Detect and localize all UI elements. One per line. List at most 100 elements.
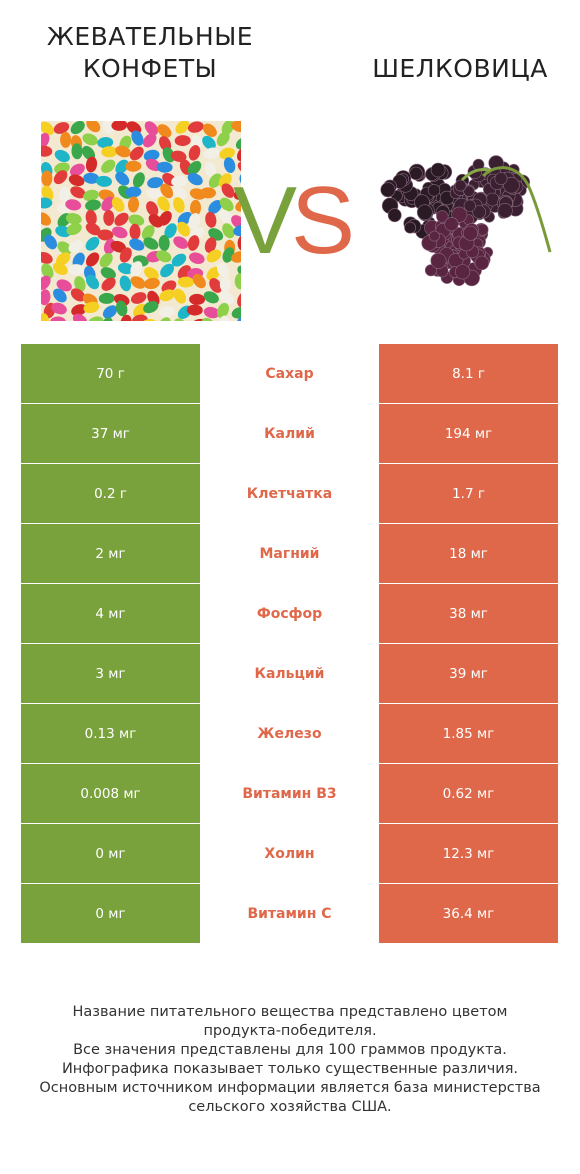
jelly-bean [174, 135, 191, 147]
jelly-bean [188, 145, 201, 161]
jelly-bean [218, 315, 230, 321]
table-row: 0.13 мг Железо 1.85 мг [21, 704, 558, 763]
left-value: 3 мг [21, 644, 200, 703]
jelly-bean [144, 267, 159, 280]
jelly-bean [231, 121, 241, 133]
jelly-bean [44, 234, 57, 250]
jelly-bean [171, 175, 188, 187]
jelly-bean [53, 170, 68, 185]
jelly-bean [120, 314, 132, 321]
jelly-bean [85, 236, 100, 251]
jelly-bean [221, 121, 234, 135]
footnote-line: сельского хозяйства США. [188, 1099, 392, 1115]
jelly-bean [41, 197, 53, 209]
jelly-bean [110, 240, 127, 253]
jelly-bean [208, 173, 222, 188]
jelly-bean [41, 170, 53, 187]
jelly-bean [112, 226, 128, 239]
jelly-bean [147, 177, 164, 189]
jelly-bean [111, 197, 125, 212]
mulberry-drupelet [436, 210, 449, 223]
jelly-bean [131, 130, 144, 146]
jelly-bean [131, 314, 148, 321]
jelly-bean [157, 124, 172, 138]
table-row: 0.2 г Клетчатка 1.7 г [21, 464, 558, 523]
jelly-bean [103, 209, 115, 226]
left-title-line-1: ЖЕВАТЕЛЬНЫЕ [46, 22, 254, 51]
jelly-bean [72, 313, 88, 321]
jelly-bean [72, 252, 85, 268]
jelly-bean [204, 237, 217, 253]
jelly-bean [219, 276, 231, 293]
jelly-bean [119, 275, 132, 292]
mulberry-drupelet [503, 176, 520, 194]
jelly-bean [233, 188, 241, 200]
jelly-bean [188, 212, 201, 229]
jelly-bean [160, 183, 174, 199]
jelly-bean [55, 252, 71, 266]
jelly-bean [52, 262, 68, 276]
nutrient-name: Клетчатка [200, 464, 379, 523]
mulberry-drupelet [472, 205, 486, 219]
jelly-bean [66, 223, 82, 236]
nutrient-name: Магний [200, 524, 379, 583]
jelly-bean [158, 306, 175, 318]
jelly-bean [85, 222, 101, 236]
jelly-bean [173, 197, 185, 213]
jelly-bean [173, 236, 189, 249]
jelly-bean [170, 150, 187, 162]
jelly-bean [41, 145, 53, 157]
jelly-bean [65, 199, 82, 211]
jelly-bean [102, 305, 118, 319]
jelly-bean [119, 247, 132, 263]
jelly-bean [41, 289, 51, 306]
jelly-bean [159, 210, 172, 226]
jelly-bean [125, 160, 142, 172]
jelly-bean [173, 288, 187, 304]
jelly-bean [116, 300, 128, 317]
jelly-bean [85, 209, 97, 226]
jelly-bean [83, 301, 100, 314]
jelly-bean [159, 289, 175, 302]
jelly-bean [68, 239, 84, 253]
mulberry-drupelet [430, 252, 447, 269]
jelly-bean [128, 214, 145, 226]
left-value: 0.13 мг [21, 704, 200, 763]
jelly-bean [175, 121, 190, 134]
mulberry-drupelet [404, 221, 416, 234]
jelly-bean [234, 273, 241, 290]
right-value: 12.3 мг [379, 824, 558, 883]
mulberry-drupelet [454, 179, 467, 192]
jelly-bean [41, 263, 54, 279]
jelly-bean [206, 249, 222, 263]
jelly-bean [53, 288, 67, 303]
jelly-bean [85, 156, 98, 173]
jelly-bean [132, 172, 145, 188]
jelly-bean [143, 301, 159, 314]
jelly-bean [189, 293, 206, 305]
table-row: 2 мг Магний 18 мг [21, 524, 558, 583]
jelly-bean [171, 253, 187, 267]
footnote-line: Название питательного вещества представл… [72, 1004, 508, 1020]
jelly-bean [161, 280, 177, 293]
jelly-bean [115, 145, 131, 158]
jelly-bean [129, 238, 145, 251]
mulberry-drupelet [409, 166, 423, 181]
jelly-bean [221, 183, 235, 198]
jelly-bean [203, 147, 220, 160]
jelly-bean [223, 157, 236, 173]
jelly-bean [231, 307, 241, 319]
jelly-bean [160, 263, 175, 278]
left-value: 2 мг [21, 524, 200, 583]
jelly-bean [97, 137, 114, 149]
jelly-bean [70, 186, 86, 199]
right-value: 38 мг [379, 584, 558, 643]
jelly-bean [209, 278, 222, 293]
left-title-line-2: КОНФЕТЫ [82, 54, 218, 83]
jelly-bean [148, 214, 163, 228]
jelly-bean [130, 276, 146, 289]
jelly-bean [157, 317, 171, 321]
jelly-bean [70, 121, 85, 135]
jelly-bean [101, 159, 116, 173]
jelly-bean [172, 186, 188, 200]
